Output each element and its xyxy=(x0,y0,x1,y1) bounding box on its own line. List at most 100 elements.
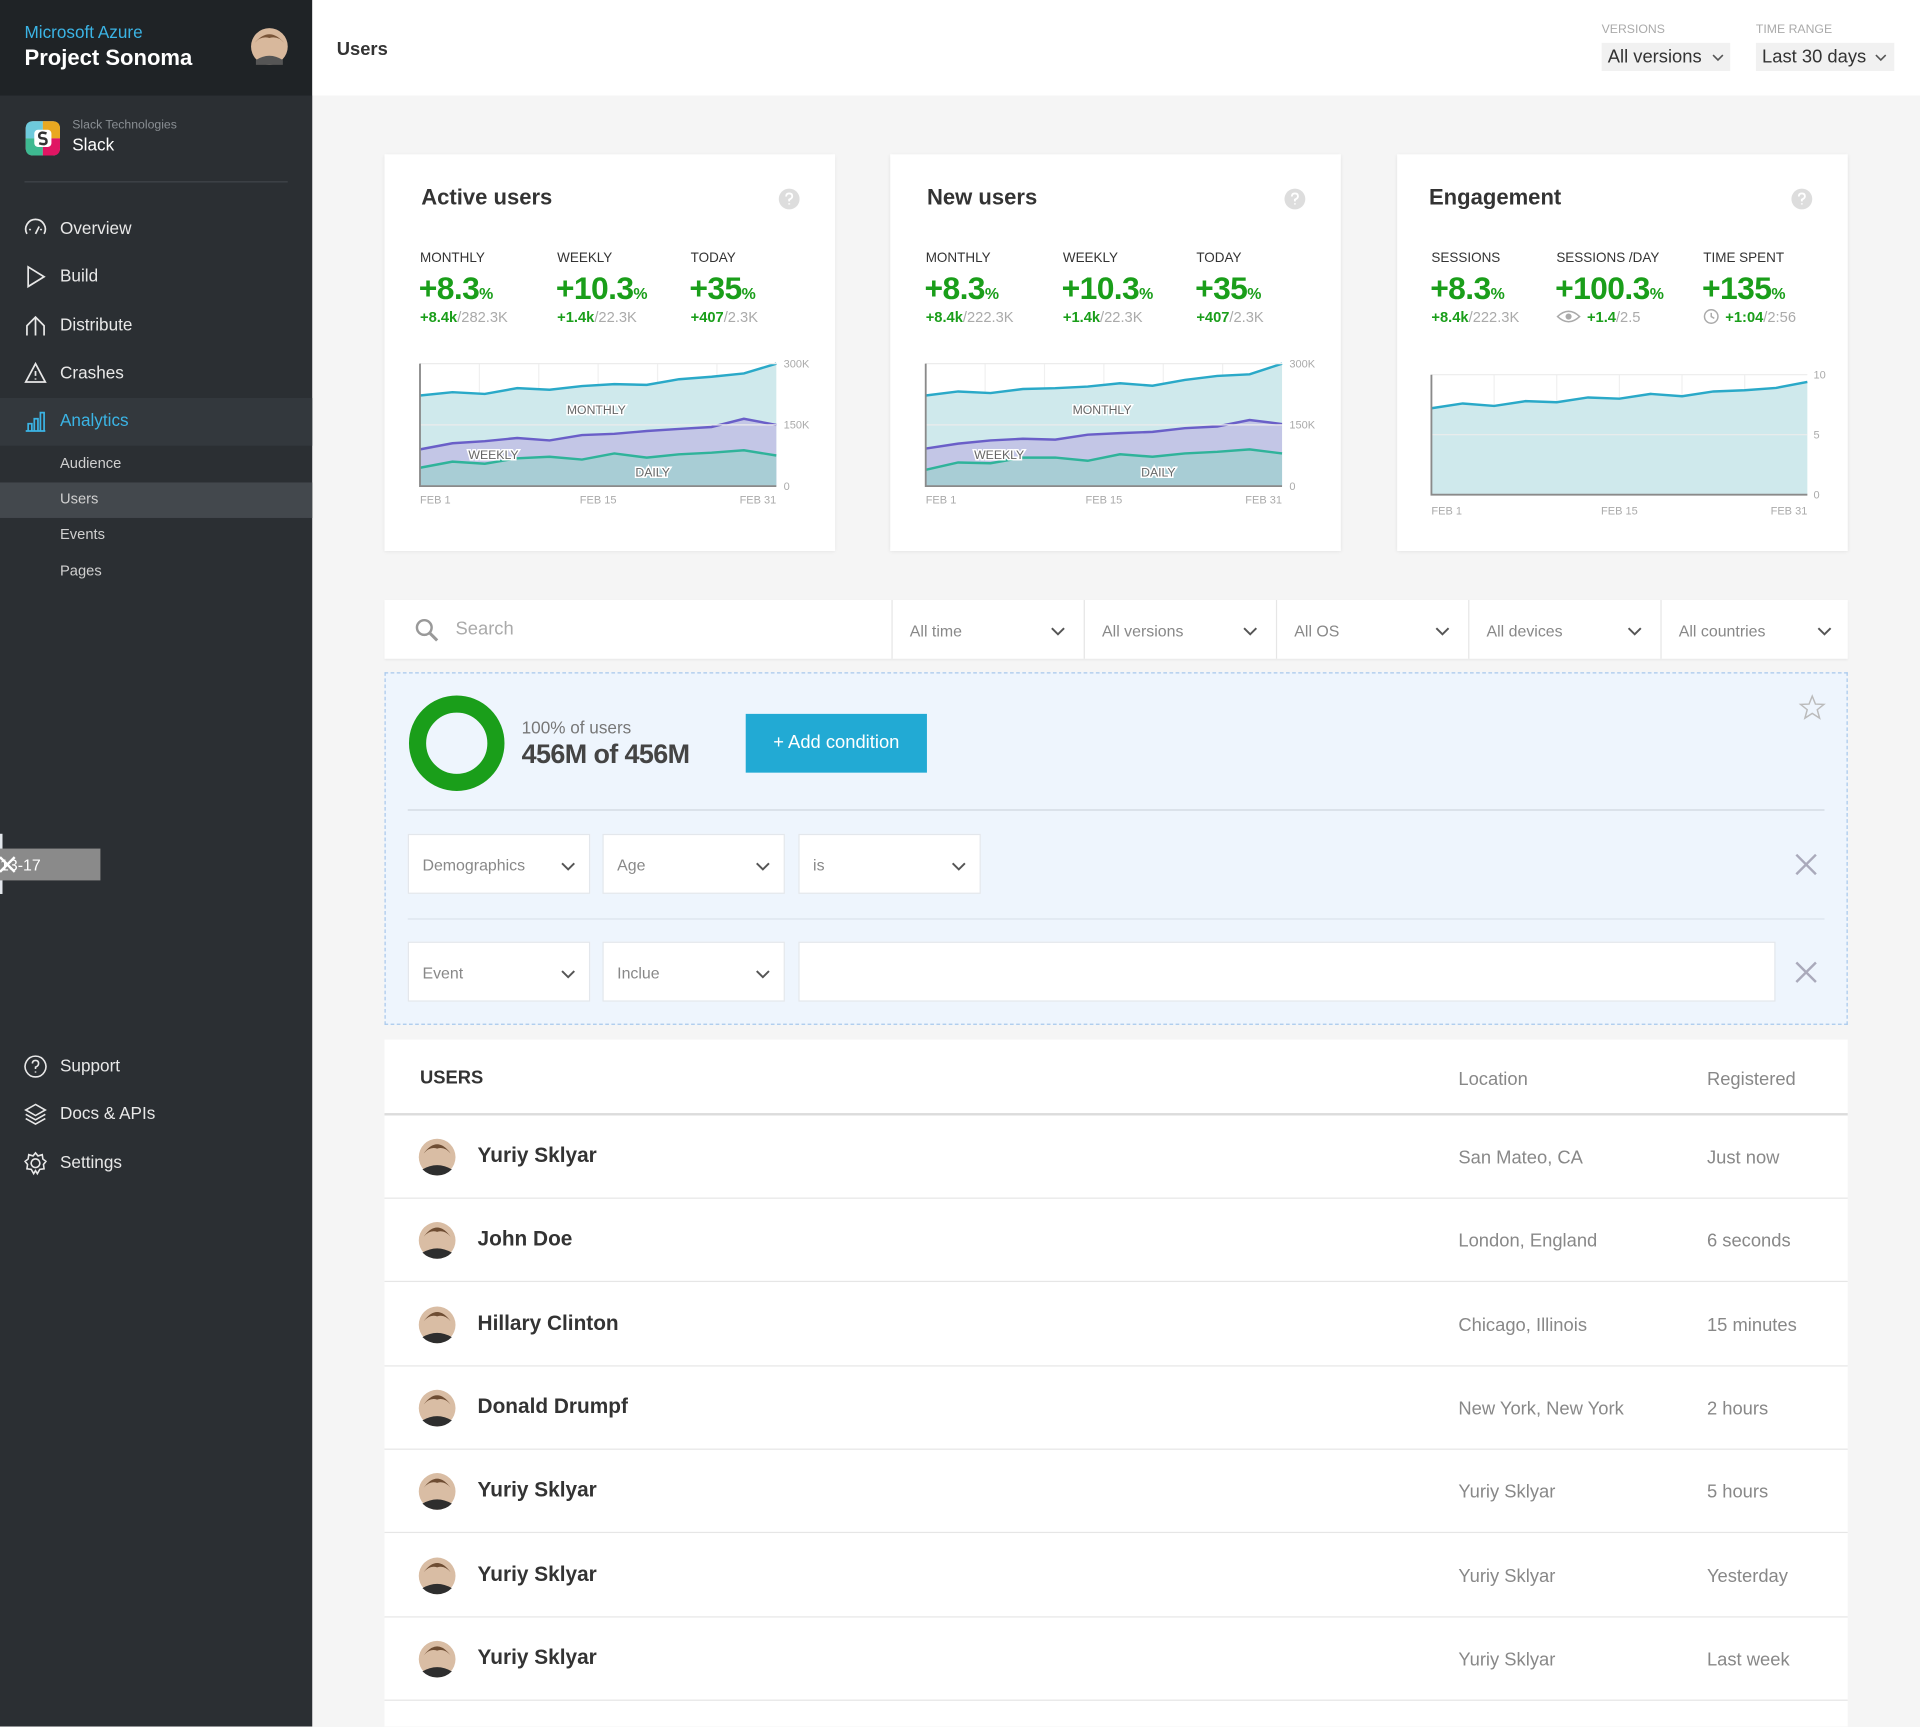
condition-select-text: Demographics xyxy=(422,855,526,875)
subnav-item[interactable]: Events xyxy=(60,525,105,543)
filter-dropdown[interactable]: All countries xyxy=(1678,622,1766,641)
user-name[interactable]: Yuriy Sklyar xyxy=(477,1561,597,1586)
icon-path xyxy=(24,1103,47,1125)
x-tick-label: FEB 31 xyxy=(740,494,777,506)
filter-dropdown[interactable]: All time xyxy=(909,622,962,641)
user-name[interactable]: Yuriy Sklyar xyxy=(477,1645,597,1669)
page-title: Users xyxy=(336,39,388,60)
x-tick-label: FEB 1 xyxy=(926,494,957,506)
metric-unit: % xyxy=(1771,284,1785,303)
nav-icon xyxy=(24,218,47,235)
delta-value: +8.4k xyxy=(925,308,963,326)
versions-dropdown[interactable] xyxy=(1601,42,1731,72)
x-tick-label: FEB 1 xyxy=(1431,505,1462,517)
condition-select[interactable] xyxy=(602,941,785,1002)
chevron xyxy=(561,862,575,871)
user-name[interactable]: Yuriy Sklyar xyxy=(477,1478,597,1502)
chevron xyxy=(1712,54,1724,62)
delta-total: /22.3K xyxy=(594,308,637,326)
chart: 10 5 0 FEB 1 FEB 15 FEB 31 xyxy=(1430,369,1826,517)
metric-delta: +1.4k/22.3K xyxy=(557,309,637,326)
chevron-path xyxy=(1435,627,1450,636)
delta-total: /2.3K xyxy=(1229,308,1264,326)
star-icon[interactable] xyxy=(1798,694,1826,721)
axes xyxy=(924,363,1283,488)
avatar xyxy=(418,1473,456,1511)
footer-item[interactable]: Settings xyxy=(60,1152,122,1172)
filter-divider xyxy=(1468,600,1470,659)
footer-item[interactable]: Support xyxy=(60,1055,121,1076)
condition-select[interactable] xyxy=(407,833,591,894)
versions-label: VERSIONS xyxy=(1601,23,1665,37)
line xyxy=(1431,380,1808,410)
search-input[interactable]: Search xyxy=(455,618,514,640)
nav-item[interactable]: Crashes xyxy=(60,362,124,383)
donut xyxy=(408,695,505,792)
cross xyxy=(1795,853,1817,876)
series-label: DAILY xyxy=(1141,465,1175,479)
metric-number: +100.3 xyxy=(1555,269,1650,307)
chart: 300K 150K 0 FEB 1 FEB 15 FEB 31 MONTHLY WEEKLY D… xyxy=(419,358,810,506)
cross xyxy=(1795,961,1817,983)
user-name[interactable]: Donald Drumpf xyxy=(477,1394,628,1418)
line xyxy=(419,362,777,397)
nav-item[interactable]: Distribute xyxy=(60,314,133,335)
subnav-item[interactable]: Pages xyxy=(60,562,102,580)
metric-delta: +1.4k/22.3K xyxy=(1063,309,1143,326)
footer-item[interactable]: Docs & APIs xyxy=(60,1103,156,1123)
help-icon xyxy=(778,188,800,210)
users-table xyxy=(384,1039,1848,1727)
delta-value: +1.4 xyxy=(1586,308,1616,326)
shirt xyxy=(422,1248,452,1260)
condition-select-text: Inclue xyxy=(617,963,660,983)
nav-item[interactable]: Overview xyxy=(60,217,132,238)
range-dropdown[interactable] xyxy=(1755,42,1895,72)
series-label: MONTHLY xyxy=(567,403,626,417)
shirt xyxy=(422,1415,452,1427)
hair xyxy=(423,1646,451,1656)
y-tick-label: 0 xyxy=(1289,481,1295,493)
metric-value: +100.3% xyxy=(1555,269,1664,307)
filter-dropdown[interactable]: All versions xyxy=(1102,622,1184,641)
subnav-item[interactable]: Audience xyxy=(60,454,122,472)
nav-item[interactable]: Build xyxy=(60,265,99,286)
delta-total: /2.5 xyxy=(1615,308,1641,326)
user-location: San Mateo, CA xyxy=(1458,1147,1583,1169)
chevron xyxy=(1051,627,1065,636)
avatar xyxy=(418,1389,456,1427)
y-tick-label: 5 xyxy=(1813,429,1819,441)
add-condition-button[interactable]: + Add condition xyxy=(745,713,927,773)
chevron-path xyxy=(561,862,575,871)
help-mark xyxy=(1290,192,1299,205)
subnav-item[interactable]: Users xyxy=(60,489,99,507)
metric-value: +35% xyxy=(1195,269,1261,307)
nav-item[interactable]: Analytics xyxy=(60,410,129,430)
row-border xyxy=(384,1448,1848,1450)
face xyxy=(418,1473,456,1511)
user-name[interactable]: Hillary Clinton xyxy=(477,1310,619,1335)
line xyxy=(419,417,777,451)
series-label: WEEKLY xyxy=(974,448,1024,462)
metric-number: +35 xyxy=(689,269,742,307)
y-tick-label: 150K xyxy=(1289,420,1315,432)
chevron xyxy=(951,862,966,871)
condition-select-text: is xyxy=(813,855,825,875)
condition-input[interactable] xyxy=(798,941,1776,1002)
subnav-active-bg xyxy=(0,482,313,518)
filter-dropdown[interactable]: All OS xyxy=(1294,622,1340,641)
filter-dropdown[interactable]: All devices xyxy=(1486,622,1563,641)
row-border xyxy=(384,1615,1848,1617)
metric-delta: +1.4/2.5 xyxy=(1587,309,1641,326)
condition-select[interactable] xyxy=(798,833,981,894)
separator xyxy=(24,181,288,183)
condition-select[interactable] xyxy=(407,941,591,1002)
icon-path xyxy=(23,1151,48,1176)
delta-value: +8.4k xyxy=(1431,308,1469,326)
delta-total: /2.3K xyxy=(723,308,759,326)
user-name[interactable]: Yuriy Sklyar xyxy=(477,1143,597,1167)
user-name[interactable]: John Doe xyxy=(477,1227,573,1251)
close-icon xyxy=(1795,961,1817,983)
delta-total: /22.3K xyxy=(1100,308,1143,326)
face xyxy=(418,1306,456,1343)
condition-select[interactable] xyxy=(602,833,785,894)
